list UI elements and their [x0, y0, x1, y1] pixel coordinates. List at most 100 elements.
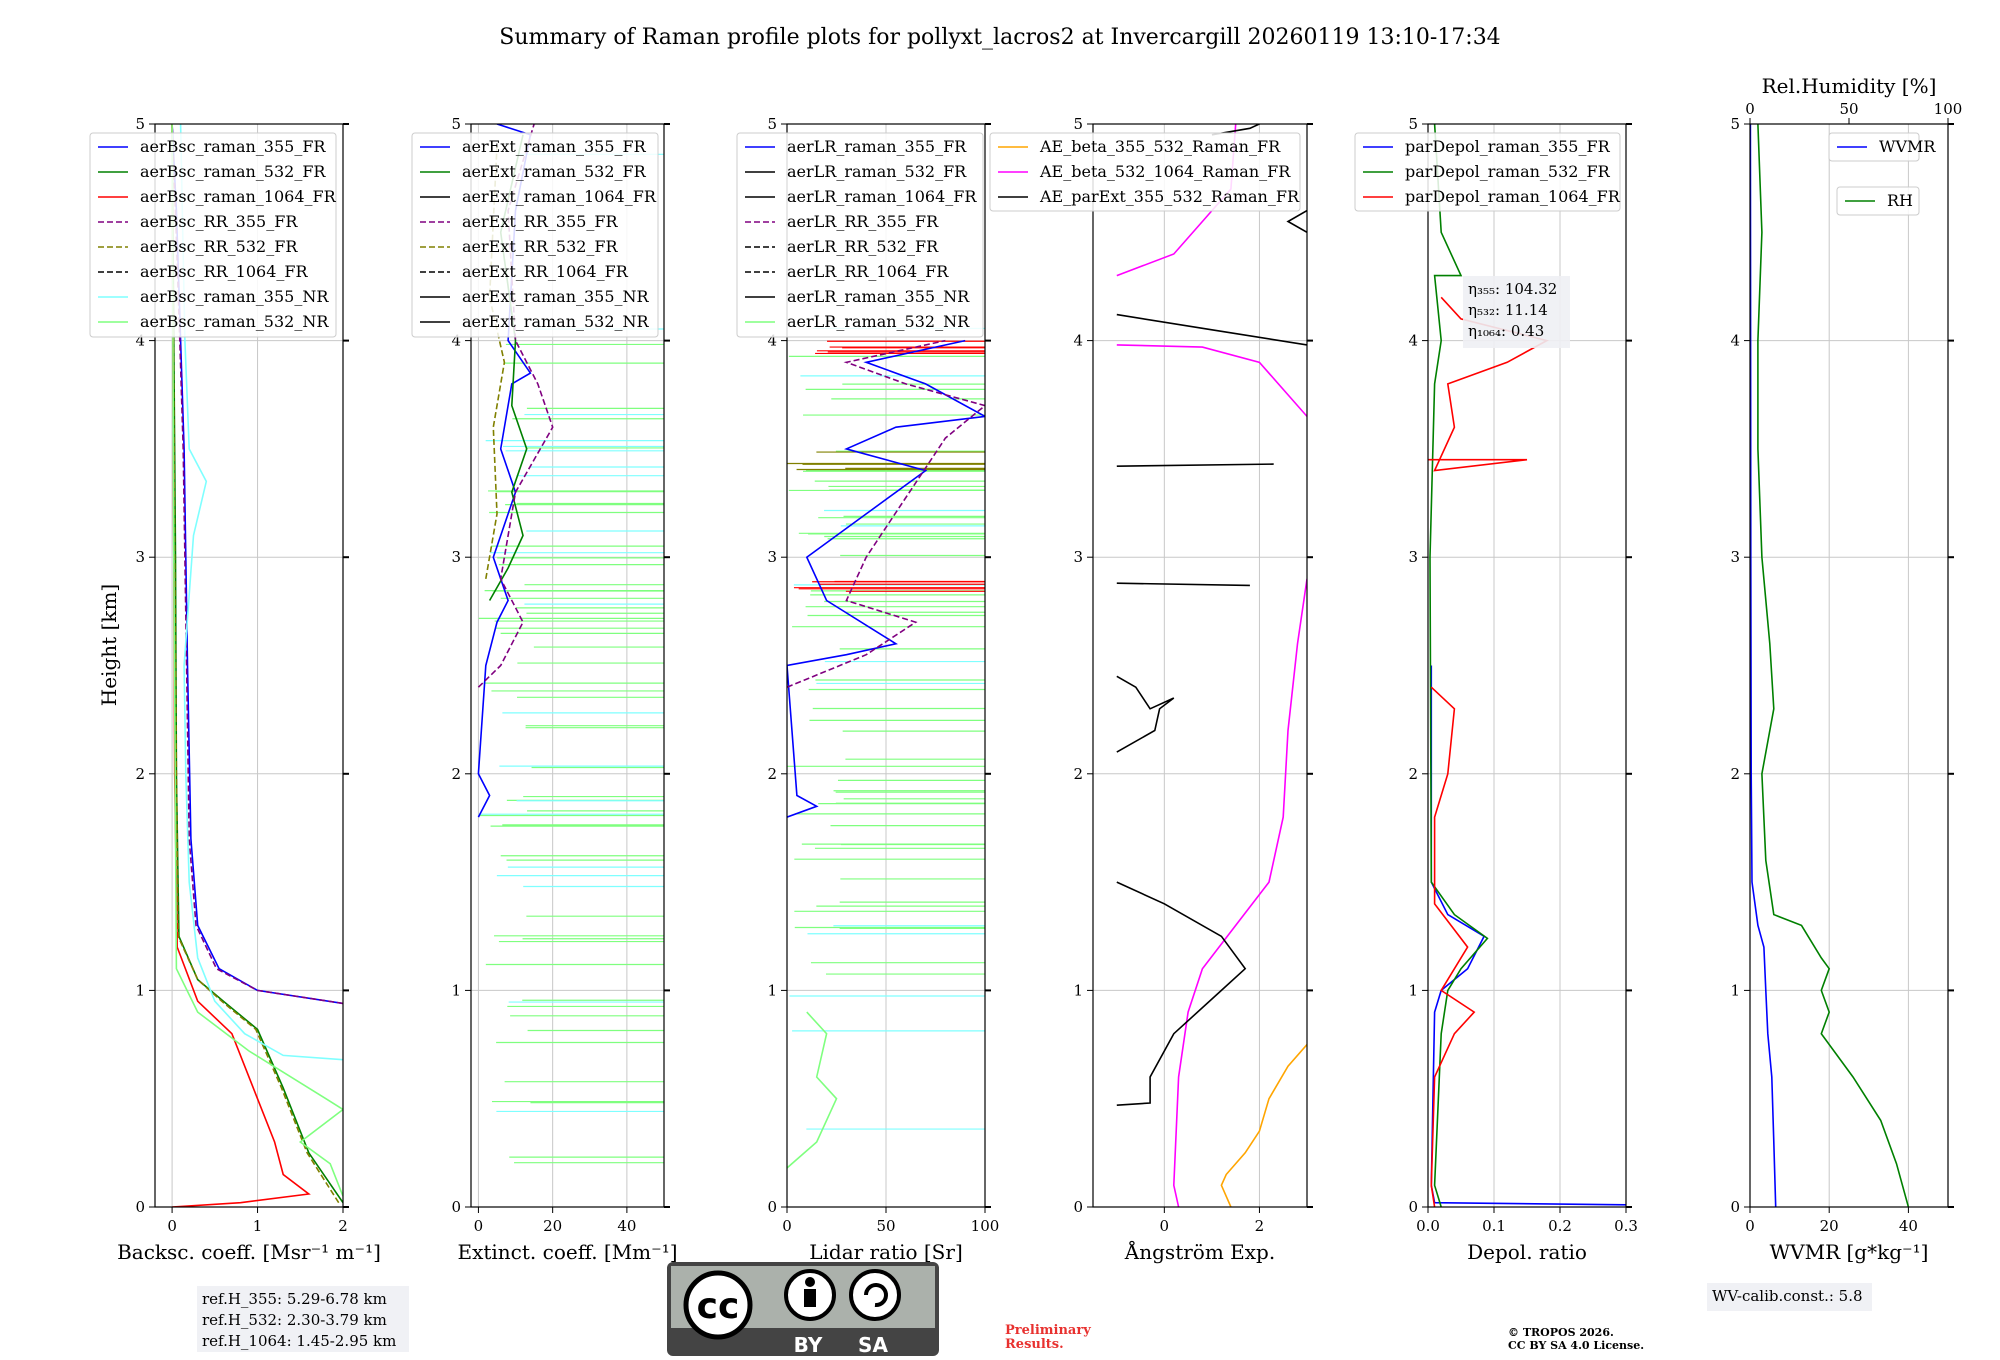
series-aerLR_raman_355_FR: [787, 339, 985, 818]
top-tick-label: 0: [1745, 100, 1755, 118]
legend-label: aerLR_raman_355_NR: [787, 287, 970, 306]
x-axis-label: Ångström Exp.: [1124, 1239, 1275, 1264]
x-tick-label: 20: [543, 1217, 562, 1235]
x-axis-label: Backsc. coeff. [Msr⁻¹ m⁻¹]: [117, 1240, 381, 1264]
x-tick-label: 100: [971, 1217, 1000, 1235]
legend-label: WVMR: [1879, 137, 1936, 156]
y-tick-label: 5: [1408, 115, 1418, 133]
legend-label: aerBsc_raman_1064_FR: [140, 187, 337, 206]
y-axis-label: Height [km]: [97, 584, 121, 706]
legend: aerLR_raman_355_FR aerLR_raman_532_FR aerL…: [736, 132, 984, 338]
cc-by-label: BY: [794, 1333, 823, 1357]
legend-label: AE_parExt_355_532_Raman_FR: [1039, 187, 1300, 206]
annotation-line: ref.H_532: 2.30-3.79 km: [202, 1311, 387, 1329]
y-tick-label: 1: [1408, 981, 1418, 999]
y-tick-label: 1: [1730, 981, 1740, 999]
copyright-line1: © TROPOS 2026.: [1508, 1326, 1614, 1339]
y-tick-label: 0: [1073, 1198, 1083, 1216]
y-tick-label: 5: [1730, 115, 1740, 133]
top-tick-label: 50: [1839, 100, 1858, 118]
axes-frame: [1427, 123, 1627, 1208]
y-tick-label: 0: [1730, 1198, 1740, 1216]
legend-label: aerBsc_raman_532_FR: [140, 162, 326, 181]
panel-bsc: 0 1 2 0 1 2 3 4 5 Backsc. coeff. [Msr⁻¹ m⁻¹] aerBs…: [89, 115, 409, 1352]
legend-label: AE_beta_355_532_Raman_FR: [1039, 137, 1281, 156]
x-tick-label: 1: [253, 1217, 263, 1235]
legend-label: aerBsc_raman_355_FR: [140, 137, 326, 156]
series-AE_beta_532_1064_Raman_FR_upper: [1116, 344, 1307, 417]
preliminary-line2: Results.: [1005, 1337, 1064, 1352]
plot-area: [171, 124, 343, 1207]
legend: aerExt_raman_355_FR aerExt_raman_532_FRae…: [411, 132, 659, 338]
series-RH: [1757, 124, 1910, 1207]
series-WVMR: [1750, 124, 1777, 1207]
sa-share-icon: [849, 1269, 901, 1321]
series-AE_parExt_355_532_Raman_FR_d: [1116, 313, 1307, 346]
y-tick-label: 0: [1408, 1198, 1418, 1216]
legend-label: aerExt_raman_355_NR: [462, 287, 650, 306]
panel-dep: 0.0 0.1 0.2 0.3 0 1 2 3 4 5 Depol. ratio parDepol_r…: [1354, 115, 1638, 1264]
cc-icon: [683, 1270, 753, 1340]
y-tick-label: 4: [1730, 332, 1740, 350]
top-axis-label: Rel.Humidity [%]: [1762, 74, 1937, 98]
y-tick-label: 0: [135, 1198, 145, 1216]
axes-frame: [1749, 123, 1949, 1208]
legend-label: aerLR_raman_1064_FR: [787, 187, 977, 206]
x-axis-label: Lidar ratio [Sr]: [809, 1240, 963, 1264]
y-tick-label: 4: [1408, 332, 1418, 350]
plot-area: [1116, 124, 1307, 1207]
legend-label: aerExt_RR_1064_FR: [462, 262, 629, 281]
preliminary-line1: Preliminary: [1005, 1323, 1091, 1338]
annotation-line: η₁₀₆₄: 0.43: [1468, 322, 1544, 340]
y-tick-label: 4: [1073, 332, 1083, 350]
legend-label: aerExt_RR_532_FR: [462, 237, 619, 256]
figure-title: Summary of Raman profile plots for polly…: [499, 25, 1500, 50]
x-tick-label: 0: [1160, 1217, 1170, 1235]
y-tick-label: 2: [1730, 765, 1740, 783]
y-tick-label: 5: [135, 115, 145, 133]
legend-label: parDepol_raman_355_FR: [1405, 137, 1611, 156]
x-tick-label: 0.0: [1416, 1217, 1440, 1235]
legend-frame: [989, 132, 1301, 212]
sa-arrow: [864, 1283, 888, 1308]
legend-label: aerExt_RR_355_FR: [462, 212, 619, 231]
x-tick-label: 40: [1899, 1217, 1918, 1235]
panel-ext: 0 20 40 0 1 2 3 4 5 Extinct. coeff. [Mm⁻¹] aerExt_…: [411, 115, 678, 1264]
y-tick-label: 5: [767, 115, 777, 133]
annotation-box: ref.H_355: 5.29-6.78 km ref.H_532: 2.30-3…: [197, 1286, 409, 1352]
legend-label: AE_beta_532_1064_Raman_FR: [1039, 162, 1291, 181]
annotation-line: ref.H_355: 5.29-6.78 km: [202, 1290, 387, 1308]
axes-frame: [154, 123, 344, 1208]
y-tick-label: 4: [767, 332, 777, 350]
y-tick-label: 1: [1073, 981, 1083, 999]
legend: WVMR: [1828, 132, 1936, 162]
legend-label: aerLR_raman_532_NR: [787, 312, 970, 331]
x-tick-label: 0: [167, 1217, 177, 1235]
legend-frame: [1828, 132, 1920, 162]
cc-license-logo: cc BY SA: [667, 1262, 939, 1357]
y-tick-label: 3: [451, 548, 461, 566]
annotation-line: η₅₃₂: 11.14: [1468, 301, 1548, 319]
x-tick-label: 50: [876, 1217, 895, 1235]
cc-sa-label: SA: [858, 1333, 888, 1357]
series-AE_parExt_355_532_Raman_FR_mid: [1116, 675, 1175, 753]
series-AE_beta_355_532_Raman_FR: [1220, 1043, 1307, 1207]
y-tick-label: 4: [135, 332, 145, 350]
y-tick-label: 2: [451, 765, 461, 783]
y-tick-label: 5: [1073, 115, 1083, 133]
legend-frame: [1836, 186, 1920, 216]
legend-label: aerBsc_raman_532_NR: [140, 312, 329, 331]
x-tick-label: 0: [474, 1217, 484, 1235]
annotation-line: ref.H_1064: 1.45-2.95 km: [202, 1332, 396, 1350]
x-tick-label: 20: [1820, 1217, 1839, 1235]
x-tick-label: 0: [1745, 1217, 1755, 1235]
series-AE_parExt_355_532_Raman_FR: [1116, 881, 1247, 1106]
legend: aerBsc_raman_355_FR aerBsc_raman_532_FRae…: [89, 132, 337, 338]
legend-frame: [736, 132, 984, 338]
panel-ae: 0 2 0 1 2 3 4 5 Ångström Exp. AE_beta_355_532_Ram…: [989, 115, 1313, 1264]
series-aerLR_raman_532_NR: [787, 1011, 838, 1169]
series-AE_parExt_355_532_Raman_FR_e: [1286, 209, 1307, 233]
legend-label: parDepol_raman_532_FR: [1405, 162, 1611, 181]
legend-label: aerLR_RR_355_FR: [787, 212, 939, 231]
